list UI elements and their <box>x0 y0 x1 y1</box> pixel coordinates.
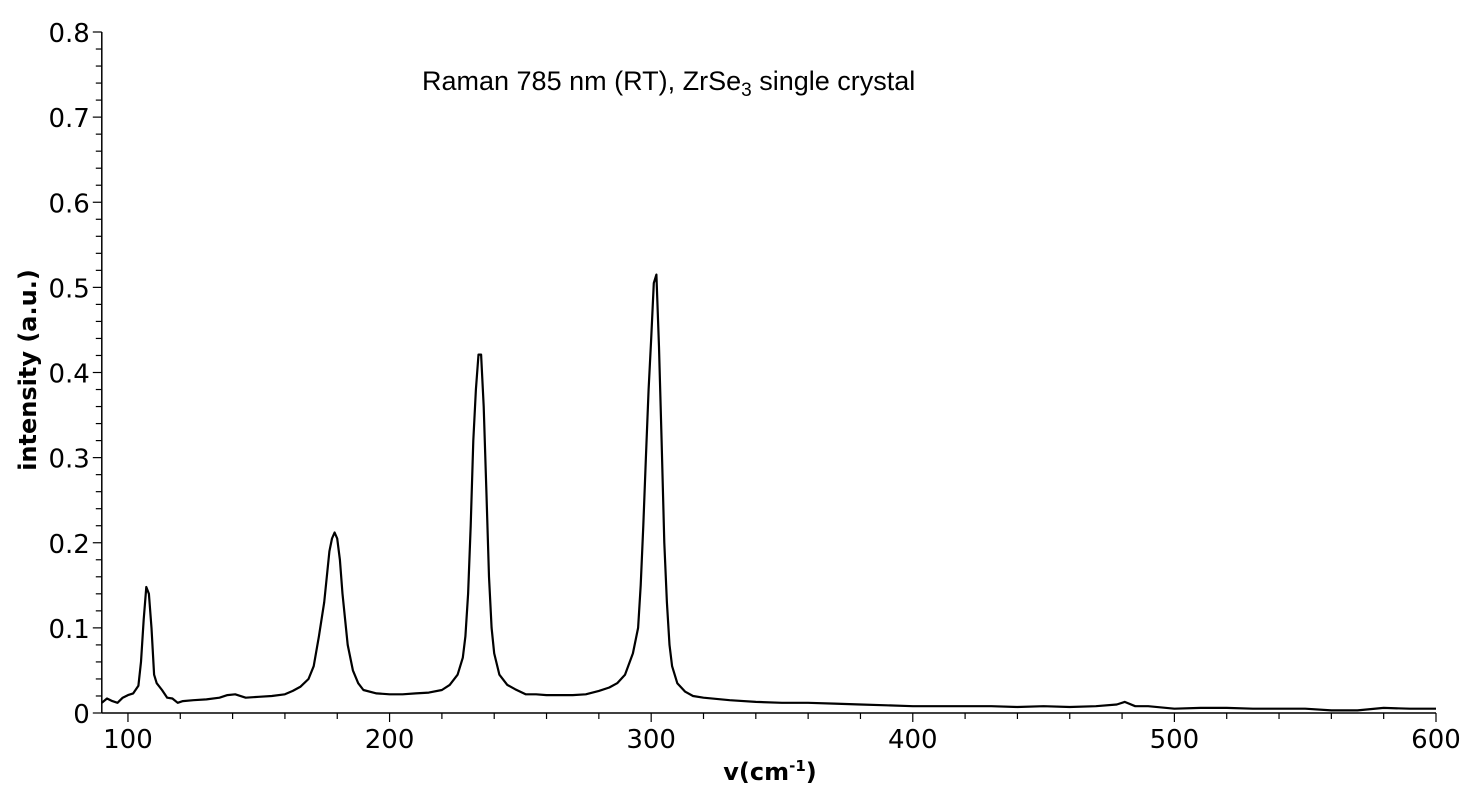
y-axis-label: intensity (a.u.) <box>14 269 42 471</box>
x-tick-label: 600 <box>1411 725 1461 755</box>
y-tick-label: 0.3 <box>48 445 89 475</box>
x-axis-label: v(cm-1) <box>723 757 817 786</box>
axes <box>92 31 1437 722</box>
y-tick-label: 0.1 <box>48 615 89 645</box>
y-tick-label: 0.5 <box>48 274 89 304</box>
x-tick-label: 100 <box>103 725 153 755</box>
x-tick-label: 200 <box>365 725 415 755</box>
y-tick-label: 0.8 <box>48 19 89 49</box>
x-tick-label: 300 <box>626 725 676 755</box>
y-tick-labels: 0 0.1 0.2 0.3 0.4 0.5 0.6 0.7 0.8 <box>48 19 89 730</box>
x-tick-label: 400 <box>888 725 938 755</box>
y-tick-label: 0 <box>73 700 90 730</box>
x-tick-labels: 100 200 300 400 500 600 <box>103 725 1461 755</box>
chart-annotation: Raman 785 nm (RT), ZrSe3 single crystal <box>422 66 915 101</box>
spectrum-line <box>101 273 1436 712</box>
y-tick-label: 0.7 <box>48 104 89 134</box>
y-tick-label: 0.4 <box>48 360 89 390</box>
x-tick-label: 500 <box>1150 725 1200 755</box>
y-tick-label: 0.6 <box>48 189 89 219</box>
y-tick-label: 0.2 <box>48 530 89 560</box>
